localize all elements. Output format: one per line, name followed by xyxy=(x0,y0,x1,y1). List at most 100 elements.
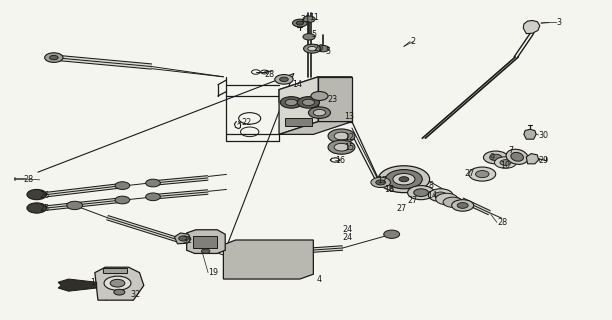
Text: 19: 19 xyxy=(208,268,218,277)
Circle shape xyxy=(308,107,330,118)
Circle shape xyxy=(414,189,428,196)
Text: 27: 27 xyxy=(464,169,474,178)
Circle shape xyxy=(317,45,329,52)
Polygon shape xyxy=(174,233,191,244)
Text: 30: 30 xyxy=(539,131,548,140)
Text: 14: 14 xyxy=(293,80,302,89)
Text: 8: 8 xyxy=(428,181,433,190)
Circle shape xyxy=(27,203,47,213)
Circle shape xyxy=(302,99,315,106)
Text: 15: 15 xyxy=(345,143,355,152)
Bar xyxy=(285,118,312,126)
Polygon shape xyxy=(279,122,352,134)
Circle shape xyxy=(297,97,319,108)
Text: 20: 20 xyxy=(313,44,324,53)
Circle shape xyxy=(384,230,400,238)
Circle shape xyxy=(50,55,58,60)
Text: 24: 24 xyxy=(343,225,353,234)
Bar xyxy=(193,236,217,248)
Text: 28: 28 xyxy=(497,218,507,227)
Circle shape xyxy=(146,193,160,201)
Polygon shape xyxy=(223,240,313,279)
Circle shape xyxy=(114,289,125,295)
Circle shape xyxy=(490,154,502,161)
Text: 28: 28 xyxy=(264,70,275,79)
Text: 27: 27 xyxy=(397,204,407,213)
Text: 26: 26 xyxy=(40,191,50,200)
Text: 13: 13 xyxy=(345,112,354,121)
Text: 2: 2 xyxy=(410,37,415,46)
Circle shape xyxy=(483,151,508,164)
Text: 3: 3 xyxy=(557,18,562,27)
Circle shape xyxy=(452,200,474,211)
Circle shape xyxy=(435,192,447,198)
Text: 7: 7 xyxy=(508,146,513,155)
Circle shape xyxy=(457,203,468,208)
Circle shape xyxy=(110,279,125,287)
Text: 1: 1 xyxy=(91,278,95,287)
Circle shape xyxy=(285,99,297,106)
Text: 29: 29 xyxy=(539,156,549,165)
Polygon shape xyxy=(279,77,318,134)
Polygon shape xyxy=(524,129,536,139)
Circle shape xyxy=(304,44,321,53)
Text: 5: 5 xyxy=(311,30,316,39)
Circle shape xyxy=(308,46,316,51)
Polygon shape xyxy=(58,279,97,291)
Circle shape xyxy=(334,143,349,151)
Text: 4: 4 xyxy=(317,275,322,284)
Circle shape xyxy=(45,53,63,62)
Text: 28: 28 xyxy=(23,175,34,184)
Circle shape xyxy=(408,186,435,200)
Circle shape xyxy=(115,182,130,189)
Circle shape xyxy=(27,189,47,200)
Ellipse shape xyxy=(511,152,523,161)
Text: 23: 23 xyxy=(327,95,338,104)
Text: 6: 6 xyxy=(389,185,394,194)
Circle shape xyxy=(371,177,390,188)
Text: 18: 18 xyxy=(384,185,394,194)
Circle shape xyxy=(296,21,304,25)
Polygon shape xyxy=(279,77,352,102)
Circle shape xyxy=(67,201,83,210)
Circle shape xyxy=(303,16,315,22)
Text: 32: 32 xyxy=(130,290,141,299)
Circle shape xyxy=(436,193,458,205)
Text: 31: 31 xyxy=(182,236,192,245)
Circle shape xyxy=(378,166,430,193)
Text: 24: 24 xyxy=(343,233,353,242)
Circle shape xyxy=(334,132,349,140)
Circle shape xyxy=(280,97,302,108)
Text: 9: 9 xyxy=(490,153,494,162)
Text: 25: 25 xyxy=(40,204,50,213)
Circle shape xyxy=(376,180,386,185)
Circle shape xyxy=(443,197,463,207)
Circle shape xyxy=(313,109,326,116)
Circle shape xyxy=(399,177,409,182)
Text: 27: 27 xyxy=(407,196,417,205)
Circle shape xyxy=(104,276,131,290)
Circle shape xyxy=(303,34,315,40)
Circle shape xyxy=(179,236,188,241)
Polygon shape xyxy=(523,20,540,34)
Text: 5: 5 xyxy=(325,47,330,56)
Text: 22: 22 xyxy=(242,118,252,127)
Circle shape xyxy=(293,19,307,27)
Text: 21: 21 xyxy=(300,15,310,24)
Text: 14: 14 xyxy=(427,191,437,200)
Text: 17: 17 xyxy=(378,176,388,185)
Polygon shape xyxy=(318,77,352,122)
Ellipse shape xyxy=(506,149,528,164)
Polygon shape xyxy=(526,154,539,164)
Polygon shape xyxy=(187,230,225,253)
Circle shape xyxy=(328,140,355,154)
Circle shape xyxy=(328,129,355,143)
Text: 11: 11 xyxy=(309,13,319,22)
Circle shape xyxy=(115,196,130,204)
Text: 10: 10 xyxy=(501,161,510,170)
Polygon shape xyxy=(95,267,144,300)
Circle shape xyxy=(311,92,328,100)
Circle shape xyxy=(469,167,496,181)
Circle shape xyxy=(476,171,489,178)
Circle shape xyxy=(393,173,415,185)
